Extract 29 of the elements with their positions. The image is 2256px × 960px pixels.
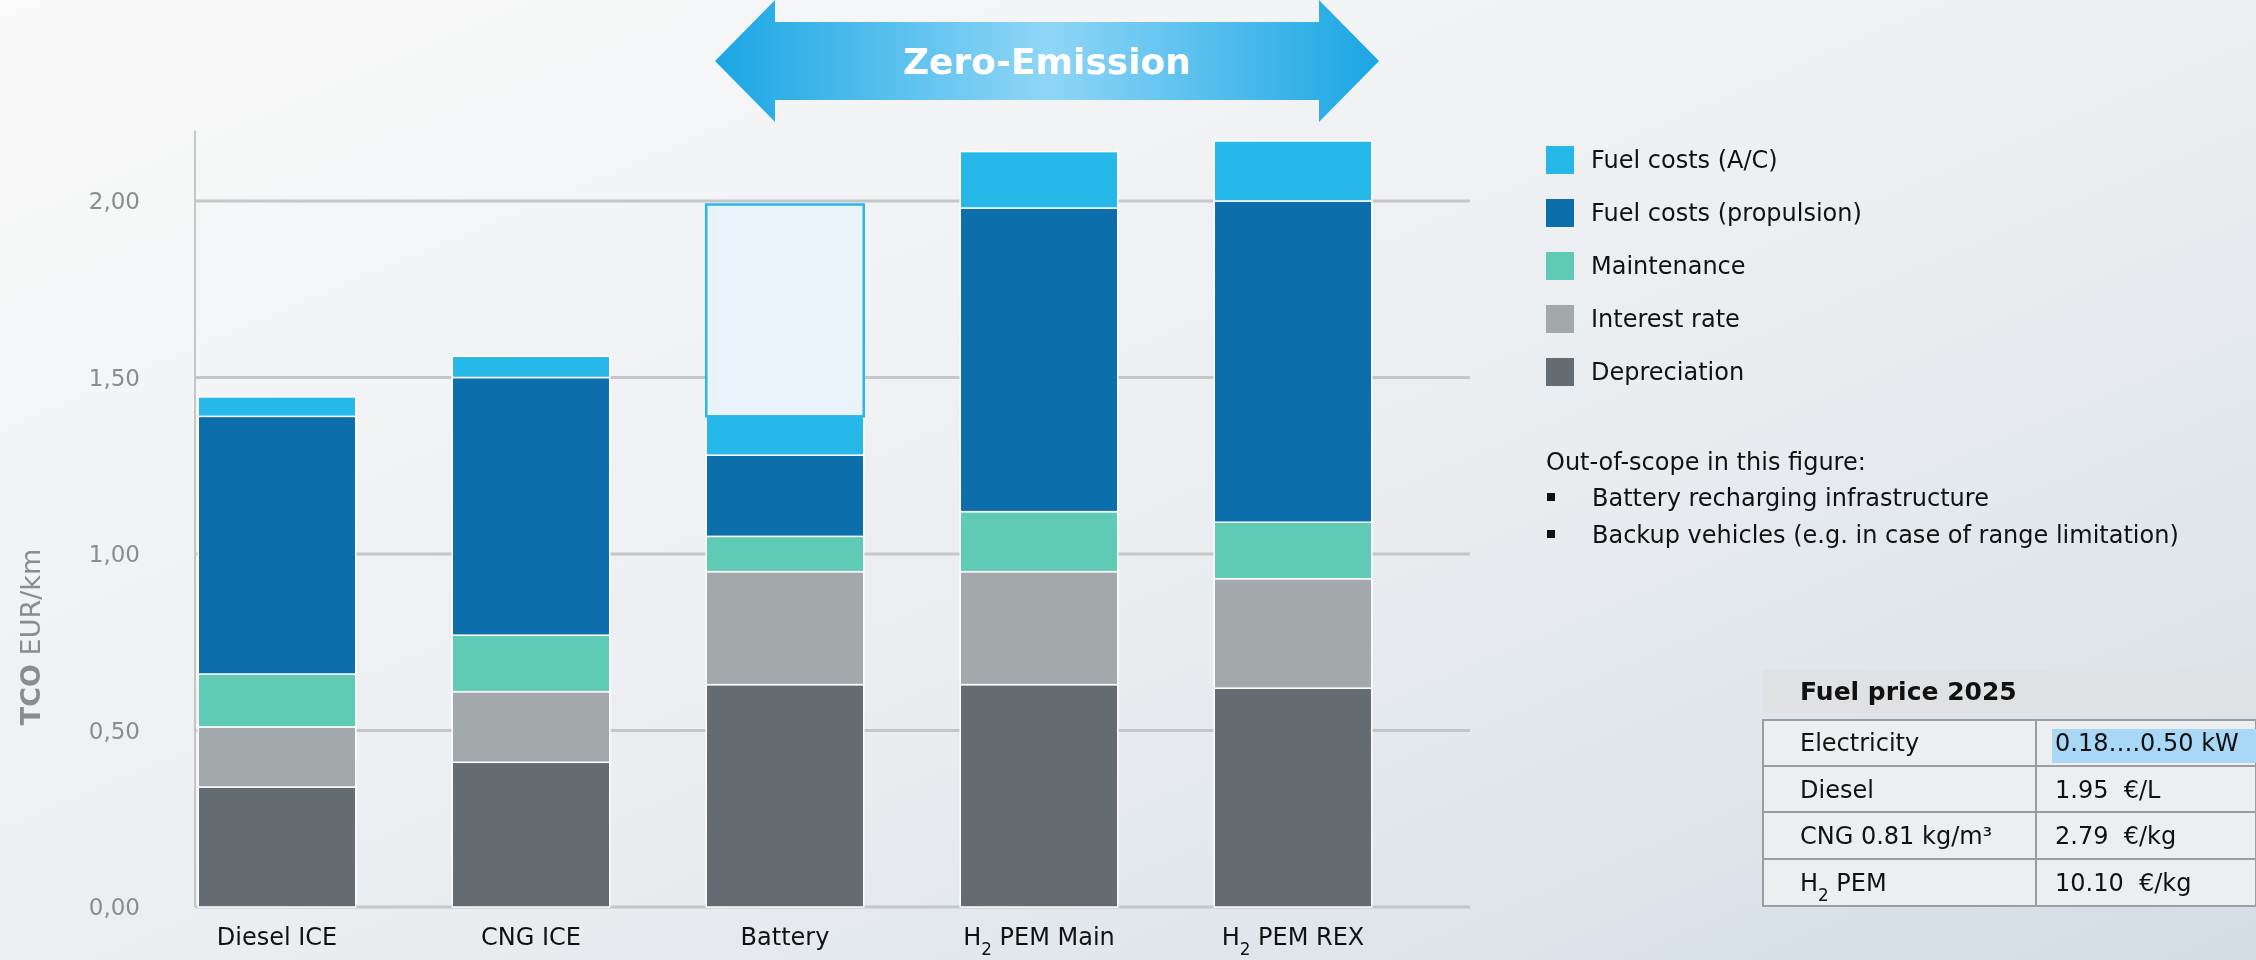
legend-label: Depreciation: [1591, 358, 1745, 387]
x-tick-label: H$_{2}$ PEM Main: [963, 923, 1115, 959]
legend-label: Fuel costs (A/C): [1591, 146, 1778, 175]
x-tick-label: H$_{2}$ PEM REX: [1221, 923, 1365, 959]
legend-label: Interest rate: [1591, 305, 1740, 334]
text: Electricity: [1800, 729, 1920, 758]
y-tick-label: 0,00: [88, 894, 140, 921]
text: CNG 0.81 kg/m³: [1800, 822, 1993, 851]
x-tick-label: CNG ICE: [481, 923, 581, 951]
y-tick-label: 1,50: [88, 364, 140, 391]
text: Backup vehicles (e.g. in case of range limitation): [1592, 521, 2179, 550]
text: 10.10 €/kg: [2055, 868, 2192, 897]
text: Out-of-scope in this figure:: [1546, 448, 1866, 477]
y-axis-title: TCO EUR/km: [15, 548, 46, 726]
y-tick-label: 0,50: [88, 717, 140, 744]
x-tick-label: Diesel ICE: [216, 923, 338, 951]
text: 2.79 €/kg: [2055, 822, 2177, 851]
x-tick-label: Battery: [740, 923, 830, 951]
y-tick-label: 1,00: [88, 541, 140, 568]
text: H$_{2}$ PEM: [1800, 868, 1887, 905]
text: 1.95 €/L: [2055, 775, 2162, 804]
text: Zero-Emission: [903, 40, 1191, 82]
text: Battery recharging infrastructure: [1592, 484, 1989, 513]
y-tick-label: 2,00: [88, 188, 140, 215]
text: 0.18….0.50 kW: [2055, 729, 2239, 758]
legend-label: Maintenance: [1591, 252, 1746, 281]
text: Diesel: [1800, 775, 1874, 804]
text: Fuel price 2025: [1800, 676, 2017, 706]
text: Fuel costs (propulsion): [1591, 199, 1862, 228]
